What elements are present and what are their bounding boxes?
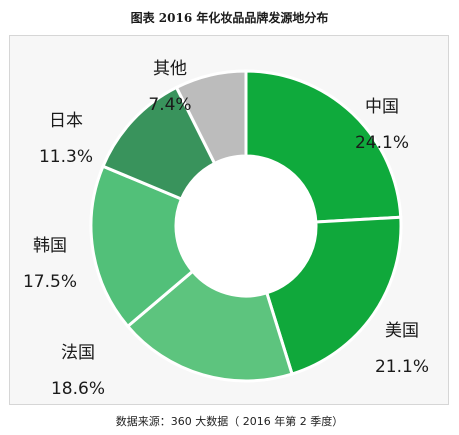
slice-value-3: 17.5% [23,272,77,292]
slice-value-0: 24.1% [355,133,409,153]
slice-label-0: 中国 [365,97,399,117]
slice-label-4: 日本 [49,111,83,131]
slice-label-2: 法国 [61,343,95,363]
donut-hole [177,157,315,295]
donut-slice-3 [89,164,195,329]
slice-value-1: 21.1% [375,357,429,377]
chart-panel: 中国 24.1% 美国 21.1% 法国 18.6% 韩国 17.5% 日本 11.3% 其他 7.4… [9,35,449,405]
source-note: 数据来源：360 大数据（ 2016 年第 2 季度） [115,415,344,428]
chart-title: 图表 2016 年化妆品品牌发源地分布 [130,11,329,25]
donut-slice-0 [244,69,403,224]
donut-slice-1 [264,215,403,376]
slice-label-5: 其他 [153,59,187,79]
slice-value-5: 7.4% [148,95,191,115]
donut-slices [89,69,403,383]
donut-slice-2 [125,269,294,383]
slice-value-2: 18.6% [51,379,105,399]
slice-label-1: 美国 [385,321,419,341]
donut-chart: 中国 24.1% 美国 21.1% 法国 18.6% 韩国 17.5% 日本 11.3% 其他 7.4… [23,59,429,399]
slice-label-3: 韩国 [33,236,67,256]
slice-labels: 中国 24.1% 美国 21.1% 法国 18.6% 韩国 17.5% 日本 11.3% 其他 7.4… [23,59,429,399]
slice-value-4: 11.3% [39,147,93,167]
donut-slice-5 [174,69,248,166]
